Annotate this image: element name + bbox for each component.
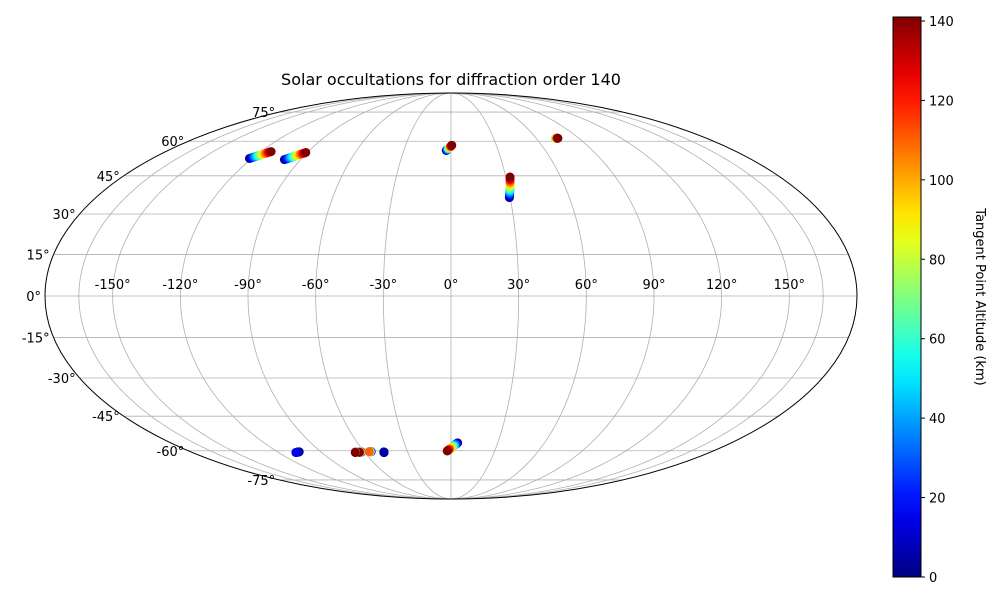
occultation-point [379,447,389,457]
colorbar-tick-label: 100 [929,174,954,189]
graticule [45,92,857,500]
latitude-tick-label: 0° [26,290,41,305]
colorbar-tick-label: 120 [929,94,954,109]
latitude-tick-label: 30° [53,208,76,223]
longitude-tick-label: -150° [95,278,131,293]
colorbar-label: Tangent Point Altitude (km) [972,207,987,385]
latitude-tick-label: 60° [161,135,184,150]
longitude-tick-label: 0° [444,278,459,293]
chart-title: Solar occultations for diffraction order… [281,70,621,89]
colorbar-tick-label: 60 [929,333,946,348]
occultation-point [301,147,311,157]
latitude-tick-label: -30° [48,372,76,387]
longitude-tick-label: 120° [706,278,737,293]
longitude-tick-label: 30° [507,278,530,293]
longitude-tick-label: 150° [774,278,805,293]
latitude-tick-label: 15° [27,248,50,263]
colorbar-tick-label: 0 [929,571,937,586]
longitude-tick-label: -30° [369,278,397,293]
longitude-tick-label: -60° [302,278,330,293]
colorbar-tick-label: 20 [929,492,946,507]
colorbar-tick-label: 80 [929,253,946,268]
longitude-tick-label: 60° [575,278,598,293]
colorbar-gradient [892,16,922,578]
latitude-tick-label: -75° [247,474,275,489]
latitude-tick-label: 45° [97,170,120,185]
latitude-tick-label: -45° [92,410,120,425]
occultation-point [447,140,457,150]
latitude-tick-label: 75° [252,106,275,121]
longitude-tick-label: -90° [234,278,262,293]
latitude-tick-label: -15° [22,332,50,347]
occultation-point [291,447,301,457]
occultation-point [553,133,563,143]
occultation-point [442,446,452,456]
colorbar: 0 20 40 60 80 100 120 140 Tangent Point Altitud… [892,15,987,586]
data-points [244,133,563,457]
colorbar-ticks: 0 20 40 60 80 100 120 140 [921,15,954,586]
colorbar-tick-label: 140 [929,15,954,30]
occultation-point [350,447,360,457]
occultation-point [266,147,276,157]
longitude-tick-label: -120° [162,278,198,293]
colorbar-tick-label: 40 [929,412,946,427]
occultation-point [364,447,374,457]
occultation-point [505,172,515,182]
latitude-tick-label: -60° [157,445,185,460]
tick-labels: -150° -120° -90° -60° -30° 0° 30° 60° 90° 120° 150… [22,106,805,489]
map-boundary [44,92,858,500]
longitude-tick-label: 90° [642,278,665,293]
